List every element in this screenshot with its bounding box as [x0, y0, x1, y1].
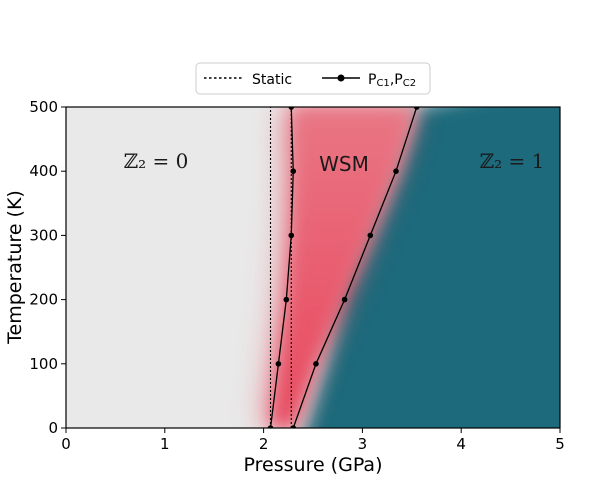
series-pc2-point: [367, 232, 374, 239]
series-pc2-point: [413, 107, 420, 110]
x-tick-label: 5: [555, 435, 565, 453]
legend-static-label: Static: [252, 72, 292, 88]
x-tick-label: 1: [160, 435, 170, 453]
region-wsm-fill: [270, 107, 417, 428]
y-tick-label: 0: [48, 419, 58, 437]
legend-frame: [195, 62, 431, 95]
series-pc2-point: [341, 296, 348, 303]
y-tick-label: 100: [29, 355, 58, 373]
y-tick-label: 500: [29, 98, 58, 116]
plot-area: [66, 107, 560, 428]
region-topological-fill: [293, 107, 560, 428]
y-axis: 0 100 200 300 400 500: [29, 98, 66, 437]
series-pc1-line: [269, 107, 294, 428]
region-label-topological: ℤ₂ = 1: [480, 149, 545, 173]
x-tick-label: 3: [358, 435, 368, 453]
y-tick-label: 400: [29, 162, 58, 180]
y-tick-label: 200: [29, 291, 58, 309]
series-pc2-point: [313, 361, 319, 367]
series-pc1-point: [288, 107, 295, 110]
series-pc2-point: [290, 425, 297, 428]
y-tick-label: 300: [29, 226, 58, 244]
y-axis-label: Temperature (K): [4, 190, 26, 345]
x-axis-label: Pressure (GPa): [244, 454, 383, 476]
series-pc2-point: [393, 168, 399, 174]
legend: Static PC1,PC2: [195, 62, 431, 95]
x-axis: 0 1 2 3 4 5: [61, 428, 565, 453]
x-tick-label: 0: [61, 435, 71, 453]
region-label-trivial: ℤ₂ = 0: [124, 149, 189, 173]
legend-pc-label: PC1,PC2: [368, 72, 416, 89]
x-tick-label: 4: [456, 435, 466, 453]
series-pc1-point: [290, 168, 297, 174]
series-pc1-point: [275, 361, 282, 367]
plot-frame: [65, 106, 561, 429]
series-layer: [267, 107, 420, 428]
series-pc1-point: [283, 296, 290, 303]
legend-pc-marker: [337, 74, 345, 82]
region-label-wsm: WSM: [319, 152, 369, 176]
series-pc2-line: [292, 107, 418, 428]
x-tick-label: 2: [259, 435, 269, 453]
